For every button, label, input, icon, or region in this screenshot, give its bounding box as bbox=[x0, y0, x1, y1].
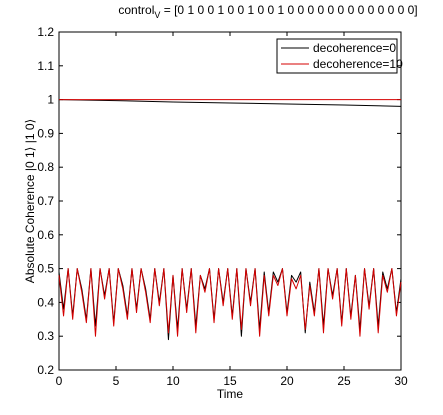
y-tick-label: 0.4 bbox=[37, 295, 54, 309]
series-line-decoherence-10-lower bbox=[58, 268, 402, 337]
legend-box bbox=[276, 38, 398, 74]
x-tick-label: 10 bbox=[166, 374, 180, 388]
plot-area bbox=[58, 31, 402, 371]
y-tick-label: 0.5 bbox=[37, 262, 54, 276]
x-tick-label: 25 bbox=[337, 374, 351, 388]
y-tick-label: 0.7 bbox=[37, 194, 54, 208]
x-tick-label: 15 bbox=[223, 374, 237, 388]
y-tick-label: 0.8 bbox=[37, 160, 54, 174]
y-axis-label: Absolute Coherence |0 1⟩ |1 0⟩ bbox=[23, 119, 37, 283]
axis-ticks: 0 5 10 15 20 25 30 0.2 0.3 0.4 0.5 0.6 0.7 0.8 0.9 1 1.1… bbox=[37, 25, 408, 388]
y-tick-label: 1.1 bbox=[37, 59, 54, 73]
series-lines bbox=[58, 99, 402, 341]
x-tick-label: 5 bbox=[113, 374, 120, 388]
y-tick-label: 1 bbox=[47, 93, 54, 107]
legend: decoherence=0 decoherence=10 bbox=[276, 38, 403, 74]
x-tick-label: 20 bbox=[280, 374, 294, 388]
x-tick-label: 30 bbox=[394, 374, 408, 388]
y-tick-label: 0.9 bbox=[37, 126, 54, 140]
series-line-decoherence-0-upper bbox=[58, 99, 402, 107]
y-tick-label: 0.3 bbox=[37, 329, 54, 343]
y-tick-label: 1.2 bbox=[37, 25, 54, 39]
chart-title: controlV = [0 1 0 0 1 0 0 1 0 0 1 0 0 0 … bbox=[118, 3, 417, 20]
y-tick-label: 0.2 bbox=[37, 363, 54, 377]
legend-label-decoherence-10: decoherence=10 bbox=[313, 57, 403, 71]
x-axis-label: Time bbox=[217, 387, 244, 401]
legend-label-decoherence-0: decoherence=0 bbox=[313, 41, 396, 55]
x-tick-label: 0 bbox=[56, 374, 63, 388]
y-tick-label: 0.6 bbox=[37, 228, 54, 242]
